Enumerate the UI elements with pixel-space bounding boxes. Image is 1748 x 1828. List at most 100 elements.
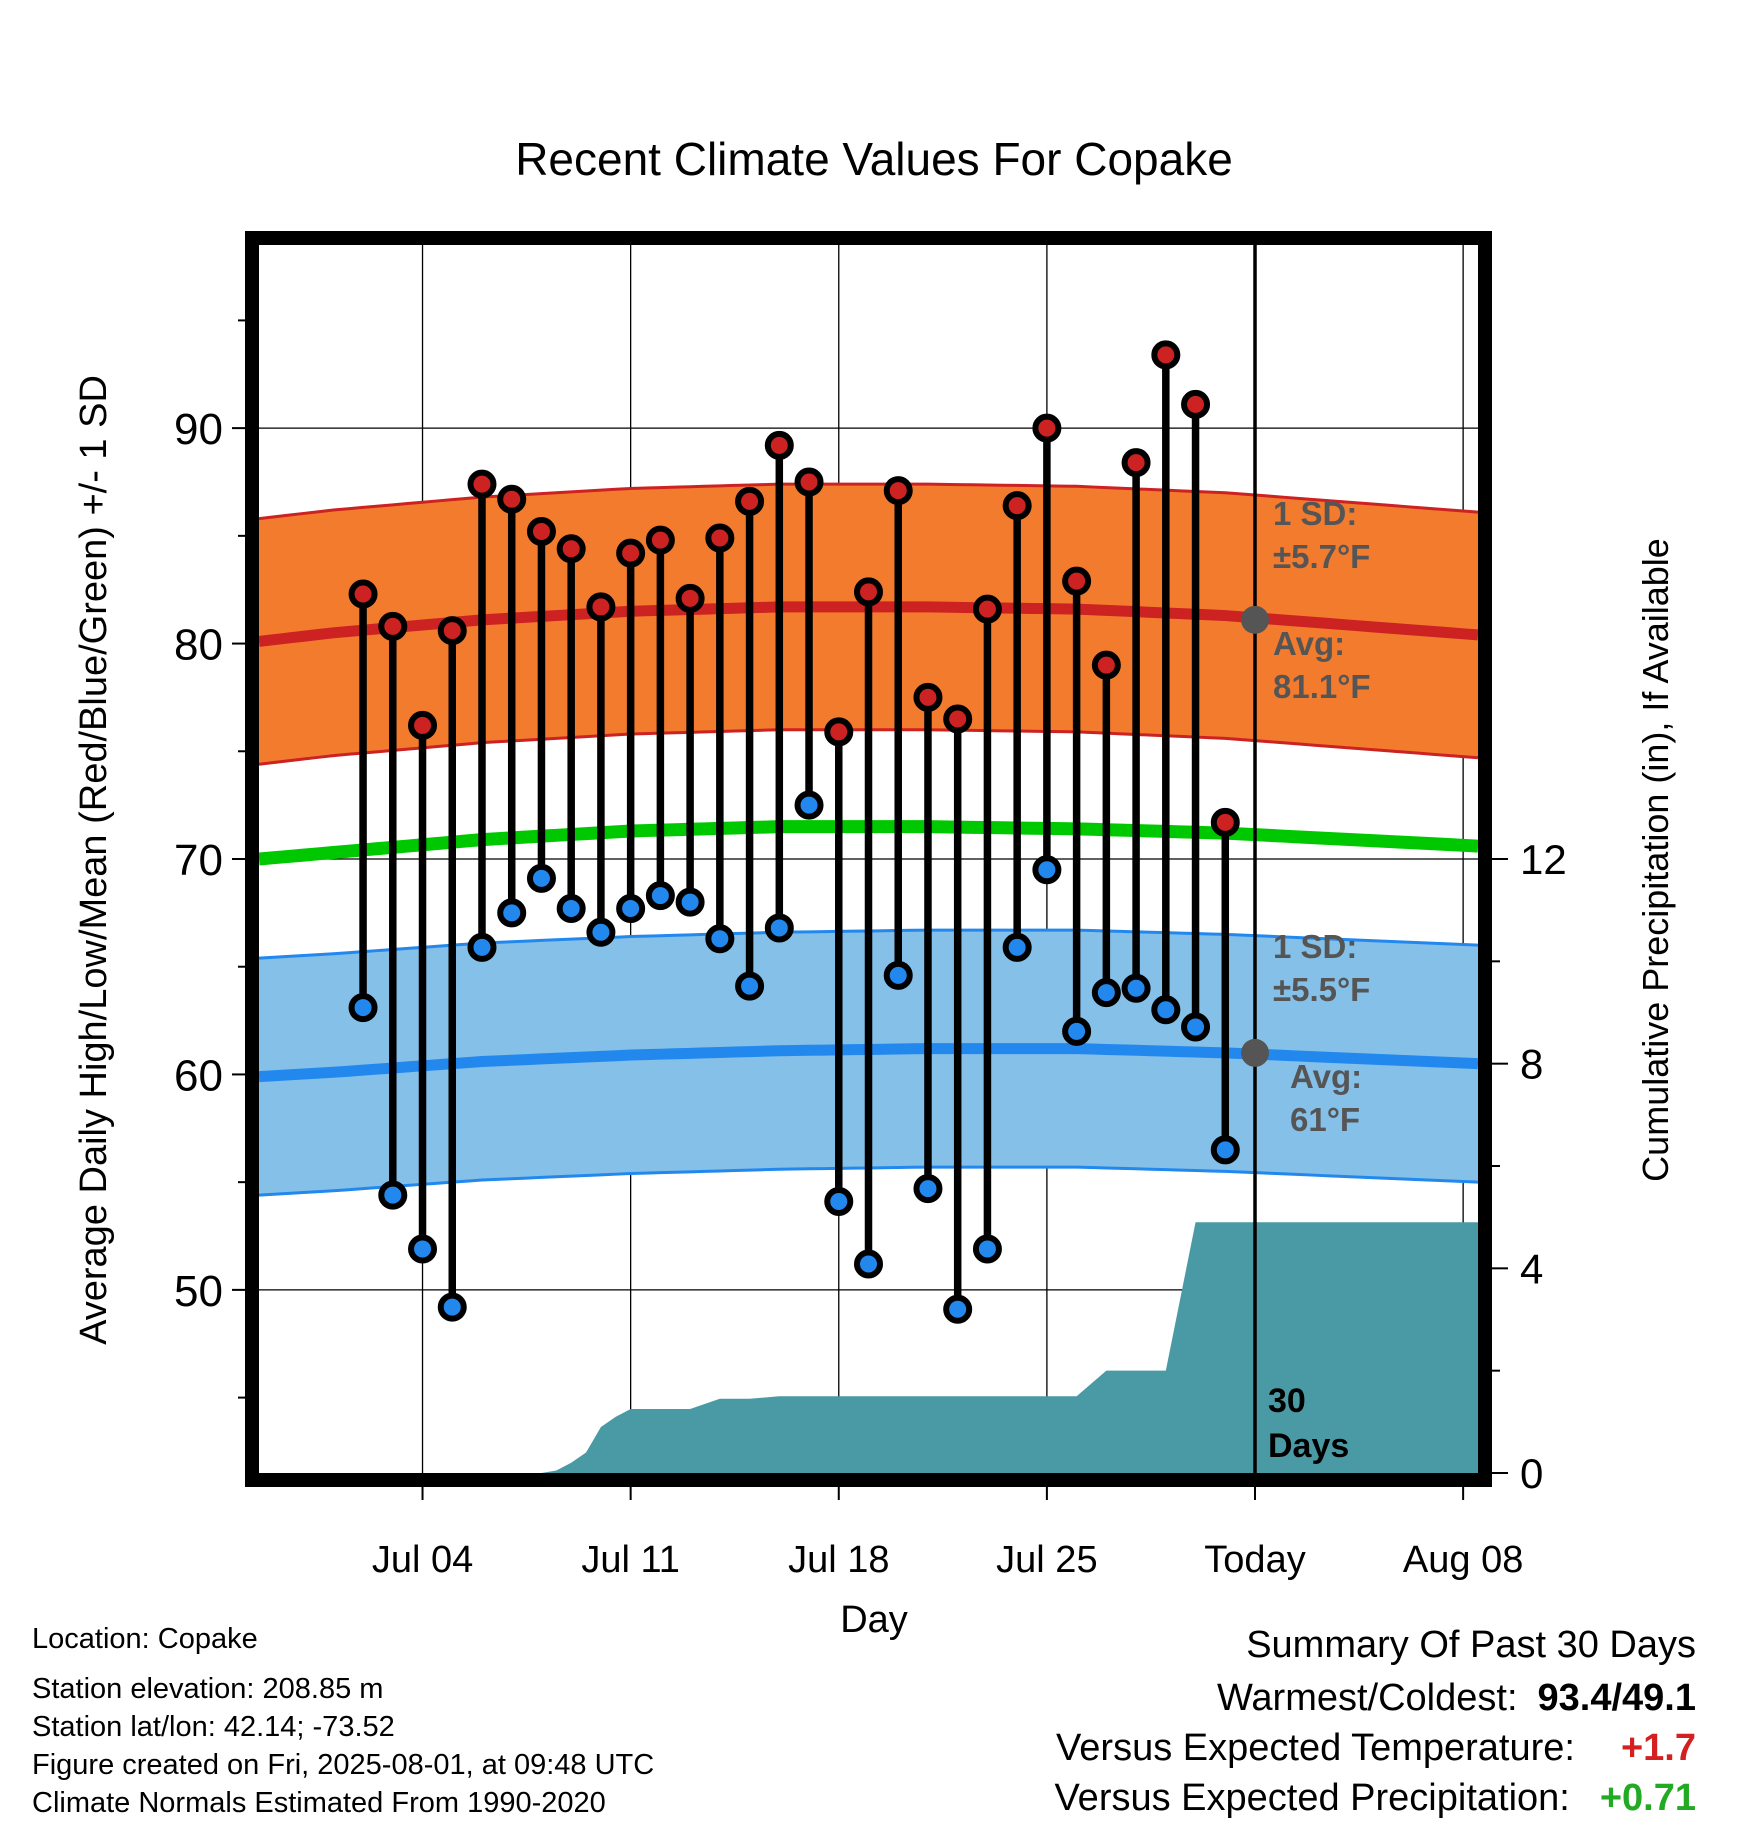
low-point bbox=[645, 881, 675, 911]
low-point bbox=[467, 932, 497, 962]
high-point bbox=[1091, 650, 1121, 680]
high-point bbox=[645, 525, 675, 555]
x-tick-label: Jul 11 bbox=[581, 1539, 680, 1581]
high-point bbox=[348, 579, 378, 609]
y-tick-label: 90 bbox=[174, 405, 223, 454]
high-point bbox=[467, 469, 497, 499]
low-point bbox=[943, 1294, 973, 1324]
high-point bbox=[437, 616, 467, 646]
low-point bbox=[972, 1234, 1002, 1264]
high-point bbox=[556, 534, 586, 564]
plot-area bbox=[259, 245, 1478, 1473]
x-tick-label: Aug 08 bbox=[1403, 1539, 1523, 1581]
precip-label: Versus Expected Precipitation: bbox=[1054, 1777, 1570, 1819]
high-sd-value: ±5.7°F bbox=[1273, 538, 1370, 575]
y-tick-label: 70 bbox=[174, 836, 223, 885]
high-point bbox=[794, 467, 824, 497]
high-point bbox=[735, 486, 765, 516]
y-tick-label: 50 bbox=[174, 1267, 223, 1316]
meta-created: Figure created on Fri, 2025-08-01, at 09… bbox=[32, 1749, 655, 1781]
low-point bbox=[556, 894, 586, 924]
high-point bbox=[1151, 340, 1181, 370]
high-point bbox=[764, 430, 794, 460]
low-point bbox=[586, 917, 616, 947]
days-word-label: Days bbox=[1268, 1427, 1349, 1465]
high-avg-label: Avg: bbox=[1273, 625, 1345, 662]
x-tick-label: Jul 04 bbox=[372, 1539, 473, 1581]
low-point bbox=[1121, 973, 1151, 1003]
high-sd-label: 1 SD: bbox=[1273, 495, 1357, 532]
high-point bbox=[378, 611, 408, 641]
low-point bbox=[794, 790, 824, 820]
temp-value: +1.7 bbox=[1620, 1727, 1696, 1769]
low-point bbox=[764, 913, 794, 943]
high-point bbox=[1032, 413, 1062, 443]
low-sd-value: ±5.5°F bbox=[1273, 971, 1370, 1008]
low-point bbox=[883, 960, 913, 990]
low-avg-value: 61°F bbox=[1290, 1101, 1360, 1138]
low-sd-label: 1 SD: bbox=[1273, 928, 1357, 965]
summary-heading-text: Summary Of Past 30 Days bbox=[1246, 1624, 1696, 1666]
meta-latlon: Station lat/lon: 42.14; -73.52 bbox=[32, 1711, 395, 1743]
low-point bbox=[1210, 1135, 1240, 1165]
plot-frame bbox=[245, 231, 1492, 1487]
summary-temp: Versus Expected Temperature: +1.7 bbox=[1056, 1723, 1696, 1773]
low-point bbox=[616, 894, 646, 924]
low-point bbox=[824, 1187, 854, 1217]
high-point bbox=[1210, 807, 1240, 837]
normal-high-upper-line bbox=[259, 482, 1478, 521]
high-point bbox=[913, 682, 943, 712]
low-point bbox=[1032, 855, 1062, 885]
high-point bbox=[1121, 448, 1151, 478]
high-point bbox=[616, 538, 646, 568]
low-point bbox=[675, 887, 705, 917]
high-point bbox=[705, 523, 735, 553]
high-point bbox=[586, 592, 616, 622]
high-point bbox=[854, 577, 883, 607]
warm-cold-label: Warmest/Coldest: bbox=[1216, 1677, 1518, 1719]
low-point bbox=[1181, 1012, 1211, 1042]
y2-axis-label: Cumulative Precipitation (in), If Availa… bbox=[1635, 538, 1676, 1182]
x-axis-label: Day bbox=[840, 1599, 908, 1641]
low-point bbox=[913, 1174, 943, 1204]
days-count-label: 30 bbox=[1268, 1382, 1306, 1420]
low-point bbox=[526, 863, 556, 893]
y2-tick-label: 4 bbox=[1520, 1245, 1543, 1292]
summary-heading: Summary Of Past 30 Days bbox=[1246, 1620, 1696, 1670]
high-point bbox=[675, 583, 705, 613]
high-point bbox=[824, 717, 854, 747]
high-point bbox=[408, 710, 438, 740]
x-tick-label: Today bbox=[1204, 1539, 1305, 1581]
high-point bbox=[1002, 491, 1032, 521]
high-avg-value: 81.1°F bbox=[1273, 668, 1371, 705]
summary-precip: Versus Expected Precipitation: +0.71 bbox=[1054, 1773, 1696, 1823]
low-point bbox=[705, 924, 735, 954]
warm-cold-value: 93.4/49.1 bbox=[1537, 1677, 1696, 1719]
low-point bbox=[437, 1292, 467, 1322]
high-point bbox=[497, 484, 527, 514]
temp-label: Versus Expected Temperature: bbox=[1056, 1727, 1575, 1769]
y-tick-label: 80 bbox=[174, 621, 223, 670]
low-point bbox=[1151, 995, 1181, 1025]
precip-area bbox=[259, 1222, 1478, 1473]
low-avg-marker bbox=[1241, 1038, 1270, 1067]
low-point bbox=[735, 971, 765, 1001]
x-tick-label: Jul 25 bbox=[996, 1539, 1097, 1581]
low-point bbox=[1062, 1016, 1092, 1046]
high-point bbox=[883, 476, 913, 506]
meta-elevation: Station elevation: 208.85 m bbox=[32, 1673, 384, 1705]
low-point bbox=[378, 1180, 408, 1210]
y2-tick-label: 12 bbox=[1520, 836, 1567, 883]
high-avg-marker bbox=[1241, 605, 1270, 634]
low-point bbox=[408, 1234, 438, 1264]
meta-normals: Climate Normals Estimated From 1990-2020 bbox=[32, 1787, 606, 1819]
y-axis-label: Average Daily High/Low/Mean (Red/Blue/Gr… bbox=[73, 375, 115, 1345]
high-point bbox=[972, 594, 1002, 624]
low-point bbox=[1002, 932, 1032, 962]
meta-location: Location: Copake bbox=[32, 1623, 258, 1655]
y-tick-label: 60 bbox=[174, 1051, 223, 1100]
low-point bbox=[497, 898, 527, 928]
precip-value: +0.71 bbox=[1599, 1777, 1696, 1819]
low-point bbox=[1091, 978, 1121, 1008]
